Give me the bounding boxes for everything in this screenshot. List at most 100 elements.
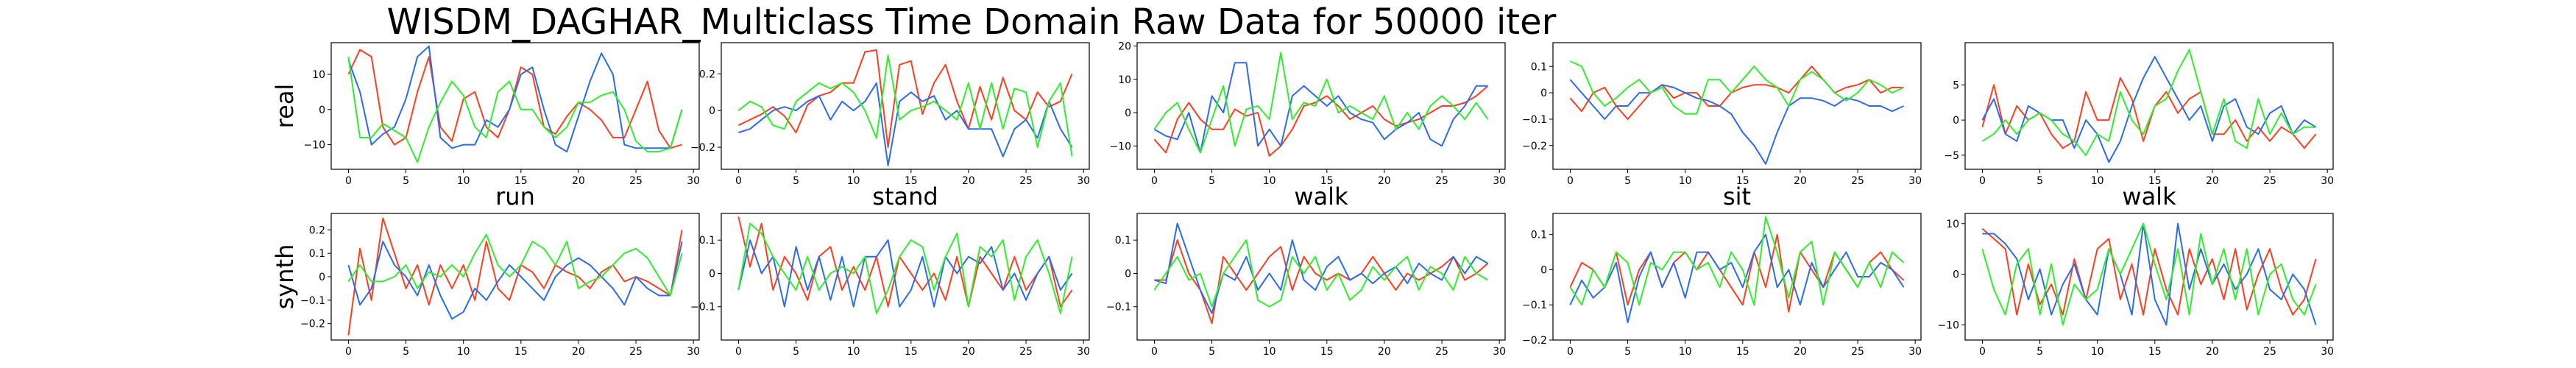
series-line-1	[737, 216, 1073, 308]
series-line-1	[347, 49, 682, 149]
x-tick-label: 30	[1908, 175, 1922, 187]
x-tick-label: 20	[572, 175, 585, 187]
row-label-real: real	[271, 84, 299, 129]
x-tick-label: 25	[1851, 346, 1864, 358]
series-line-1	[737, 49, 1073, 149]
x-tick-label: 20	[1794, 175, 1807, 187]
x-tick-label: 5	[2037, 346, 2043, 358]
plot-frame	[330, 213, 700, 341]
x-tick-label: 10	[2091, 175, 2104, 187]
plot-frame	[1552, 213, 1922, 341]
x-tick-label: 15	[2148, 346, 2162, 358]
x-tick-label: 15	[905, 346, 918, 358]
y-tick-label: −0.1	[1522, 300, 1547, 311]
series-line-2	[1569, 79, 1905, 165]
x-tick-label: 0	[1151, 346, 1158, 358]
x-tick-label: 5	[403, 175, 409, 187]
series-line-1	[1154, 239, 1489, 325]
series-line-2	[347, 241, 683, 320]
x-tick-label: 5	[2037, 175, 2043, 187]
y-tick-label: 0	[709, 105, 715, 117]
column-title-run: run	[495, 183, 535, 210]
x-tick-label: 25	[1851, 175, 1864, 187]
y-tick-label: −0.1	[1106, 302, 1131, 314]
x-tick-label: 20	[572, 346, 585, 358]
y-tick-label: 0	[319, 272, 325, 283]
x-tick-label: 15	[1736, 346, 1749, 358]
y-tick-label: 5	[1953, 79, 1959, 91]
x-tick-label: 30	[1908, 346, 1922, 358]
y-tick-label: −5	[1944, 150, 1959, 162]
subplot-real-2: 0 5 10 15 20 25 30 −0.2 0 0.2	[690, 42, 1090, 187]
x-tick-label: 10	[2091, 346, 2104, 358]
x-tick-label: 5	[1624, 346, 1631, 358]
subplot-synth-5: 0 5 10 15 20 25 30 −10 0 10	[1937, 213, 2334, 358]
x-tick-label: 0	[345, 175, 352, 187]
y-tick-label: 10	[312, 69, 325, 81]
x-tick-label: 30	[687, 346, 700, 358]
x-tick-label: 30	[1493, 346, 1506, 358]
subplot-real-3: 0 5 10 15 20 25 30 −10 0 10 20	[1109, 41, 1506, 187]
series-line-3	[347, 233, 683, 297]
x-tick-label: 5	[1624, 175, 1631, 187]
y-tick-label: 0	[1125, 268, 1131, 280]
series-line-2	[1982, 222, 2317, 326]
y-tick-label: −0.1	[690, 302, 715, 314]
x-tick-label: 20	[1794, 346, 1807, 358]
series-line-1	[1569, 66, 1904, 120]
y-tick-label: −10	[303, 140, 325, 152]
x-tick-label: 20	[2206, 175, 2219, 187]
x-tick-label: 25	[1019, 175, 1033, 187]
y-tick-label: 0	[1953, 269, 1959, 281]
column-title-walk: walk	[1294, 183, 1348, 210]
series-line-1	[1981, 77, 2317, 149]
x-tick-label: 15	[905, 175, 918, 187]
y-tick-label: 0.1	[1115, 235, 1131, 247]
x-tick-label: 15	[2148, 175, 2162, 187]
y-tick-label: 20	[1118, 41, 1131, 53]
row-labels: real synth	[271, 84, 299, 310]
x-tick-label: 5	[403, 346, 409, 358]
series-line-2	[347, 45, 683, 153]
x-tick-label: 0	[1979, 175, 1986, 187]
x-tick-label: 0	[735, 346, 742, 358]
y-tick-label: 0.2	[699, 68, 715, 80]
x-tick-label: 0	[1979, 346, 1986, 358]
plot-frame	[1136, 213, 1506, 341]
y-tick-label: 0.1	[309, 248, 325, 260]
x-tick-label: 25	[629, 175, 643, 187]
x-tick-label: 0	[345, 346, 352, 358]
x-tick-label: 0	[1567, 175, 1574, 187]
x-tick-label: 10	[457, 346, 470, 358]
x-tick-label: 25	[629, 346, 643, 358]
x-tick-label: 25	[2263, 346, 2276, 358]
series-line-2	[738, 82, 1073, 166]
x-tick-label: 5	[1209, 346, 1215, 358]
x-tick-label: 20	[962, 346, 975, 358]
series-line-3	[1153, 239, 1489, 308]
y-tick-label: 0.1	[699, 235, 715, 247]
x-tick-label: 10	[1263, 175, 1276, 187]
column-title-stand: stand	[872, 183, 938, 210]
plot-frame	[1964, 42, 2334, 170]
y-tick-label: 0	[709, 268, 715, 280]
series-line-3	[1569, 60, 1905, 115]
subplot-synth-3: 0 5 10 15 20 25 30 −0.1 0 0.1	[1106, 213, 1506, 358]
subplot-real-5: 0 5 10 15 20 25 30 −5 0 5	[1944, 42, 2334, 187]
x-tick-label: 15	[1320, 175, 1334, 187]
y-tick-label: 0.2	[309, 224, 325, 236]
y-tick-label: 0	[1540, 264, 1547, 276]
x-tick-label: 20	[1378, 175, 1391, 187]
x-tick-label: 20	[1378, 346, 1391, 358]
series-line-2	[1569, 233, 1905, 324]
x-tick-label: 5	[1209, 175, 1215, 187]
x-tick-label: 15	[514, 175, 528, 187]
x-tick-label: 5	[793, 346, 799, 358]
subplot-real-4: 0 5 10 15 20 25 30 −0.2 −0.1 0 0.1	[1522, 42, 1922, 187]
subplot-synth-2: 0 5 10 15 20 25 30 −0.1 0 0.1	[690, 213, 1090, 358]
y-tick-label: 10	[1118, 74, 1131, 86]
series-line-3	[737, 54, 1073, 157]
x-tick-label: 15	[1320, 346, 1334, 358]
x-tick-label: 10	[1679, 175, 1692, 187]
